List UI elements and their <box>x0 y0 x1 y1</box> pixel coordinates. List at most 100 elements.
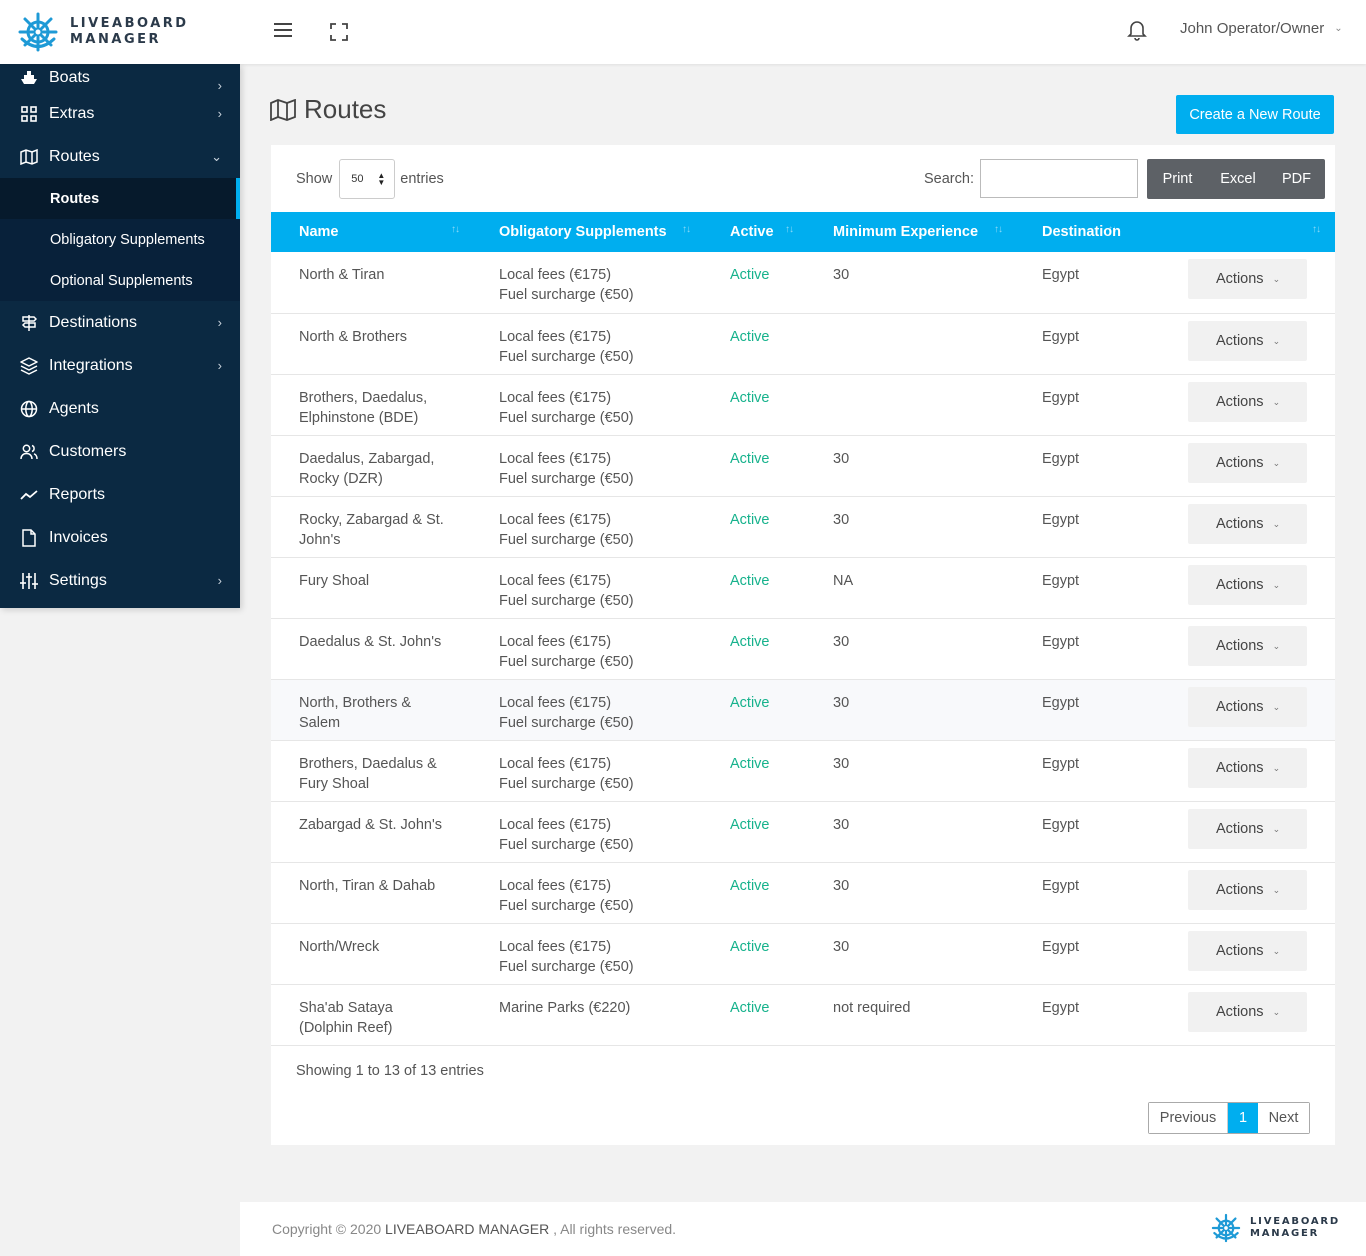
cell-experience: 30 <box>805 801 1014 862</box>
column-header-actions[interactable]: ↑↓ <box>1160 212 1335 252</box>
menu-toggle-icon[interactable] <box>273 22 293 41</box>
actions-dropdown-button[interactable]: Actions ⌄ <box>1188 503 1307 544</box>
actions-label: Actions <box>1216 332 1264 349</box>
column-header-experience[interactable]: Minimum Experience ↑↓ <box>805 212 1014 252</box>
chevron-down-icon: ⌄ <box>1272 884 1281 895</box>
column-header-destination[interactable]: Destination ↑↓ <box>1014 212 1160 252</box>
cell-destination: Egypt <box>1014 740 1160 801</box>
cell-experience: not required <box>805 984 1014 1045</box>
copyright-brand[interactable]: LIVEABOARD MANAGER <box>385 1221 550 1237</box>
cell-destination: Egypt <box>1014 374 1160 435</box>
cell-experience: 30 <box>805 435 1014 496</box>
page-number-button[interactable]: 1 <box>1228 1103 1258 1133</box>
actions-dropdown-button[interactable]: Actions ⌄ <box>1188 869 1307 910</box>
page-title: Routes <box>270 94 386 125</box>
actions-dropdown-button[interactable]: Actions ⌄ <box>1188 686 1307 727</box>
table-row: Daedalus & St. John's Local fees (€175) Fu… <box>271 618 1335 679</box>
supplement-line: Local fees (€175) <box>499 572 612 589</box>
sidebar-item-invoices[interactable]: Invoices <box>0 516 240 559</box>
pdf-button[interactable]: PDF <box>1282 171 1311 187</box>
column-label: Obligatory Supplements <box>499 224 667 240</box>
sidebar-item-integrations[interactable]: Integrations › <box>0 344 240 387</box>
user-menu[interactable]: John Operator/Owner ⌄ <box>1180 20 1343 37</box>
cell-experience <box>805 313 1014 374</box>
table-row: Brothers, Daedalus & Fury Shoal Local fees… <box>271 740 1335 801</box>
cell-actions: Actions ⌄ <box>1160 313 1335 374</box>
search-input[interactable] <box>979 159 1138 198</box>
next-page-button[interactable]: Next <box>1258 1103 1309 1133</box>
cell-actions: Actions ⌄ <box>1160 496 1335 557</box>
sidebar-item-reports[interactable]: Reports <box>0 473 240 516</box>
previous-page-button[interactable]: Previous <box>1149 1103 1228 1133</box>
column-header-supplements[interactable]: Obligatory Supplements ↑↓ <box>471 212 702 252</box>
brand-line-2: MANAGER <box>1250 1228 1320 1239</box>
route-name-line: Rocky, Zabargad & St. <box>299 511 444 528</box>
sidebar-item-settings[interactable]: Settings › <box>0 559 240 602</box>
cell-experience: 30 <box>805 923 1014 984</box>
sidebar-item-agents[interactable]: Agents <box>0 387 240 430</box>
actions-dropdown-button[interactable]: Actions ⌄ <box>1188 930 1307 971</box>
sidebar-item-destinations[interactable]: Destinations › <box>0 301 240 344</box>
sidebar-item-customers[interactable]: Customers <box>0 430 240 473</box>
sidebar-item-routes[interactable]: Routes ⌄ <box>0 135 240 178</box>
cell-experience: NA <box>805 557 1014 618</box>
fullscreen-icon[interactable] <box>330 23 348 44</box>
cell-actions: Actions ⌄ <box>1160 801 1335 862</box>
actions-dropdown-button[interactable]: Actions ⌄ <box>1188 808 1307 849</box>
actions-dropdown-button[interactable]: Actions ⌄ <box>1188 259 1307 299</box>
column-header-name[interactable]: Name ↑↓ <box>271 212 471 252</box>
page-length-select[interactable]: 50 ▲ ▼ <box>339 159 396 199</box>
cell-supplements: Local fees (€175) Fuel surcharge (€50) <box>471 374 702 435</box>
sidebar-item-extras[interactable]: Extras › <box>0 92 240 135</box>
experience-text: 30 <box>833 511 850 528</box>
actions-dropdown-button[interactable]: Actions ⌄ <box>1188 747 1307 788</box>
cell-destination: Egypt <box>1014 313 1160 374</box>
table-row: North/Wreck Local fees (€175) Fuel surchar… <box>271 923 1335 984</box>
chevron-down-icon: ⌄ <box>1272 945 1281 956</box>
route-name-line: Zabargad & St. John's <box>299 816 443 833</box>
signpost-icon <box>20 314 38 332</box>
chevron-down-icon: ⌄ <box>1272 518 1281 529</box>
sidebar-item-boats[interactable]: Boats › <box>0 64 240 93</box>
submenu-item-obligatory-supplements[interactable]: Obligatory Supplements <box>0 219 240 260</box>
actions-label: Actions <box>1216 759 1264 776</box>
map-icon <box>20 148 38 166</box>
brand-line-1: LIVEABOARD <box>70 16 189 31</box>
cell-name: Sha'ab Sataya (Dolphin Reef) <box>271 984 471 1045</box>
cell-actions: Actions ⌄ <box>1160 923 1335 984</box>
actions-dropdown-button[interactable]: Actions ⌄ <box>1188 320 1307 361</box>
cell-supplements: Local fees (€175) Fuel surcharge (€50) <box>471 740 702 801</box>
cell-active: Active <box>702 313 805 374</box>
actions-dropdown-button[interactable]: Actions ⌄ <box>1188 991 1307 1032</box>
submenu-item-label: Optional Supplements <box>50 272 193 289</box>
brand-logo[interactable]: LIVEABOARD MANAGER <box>16 12 189 52</box>
actions-label: Actions <box>1216 942 1264 959</box>
create-route-button[interactable]: Create a New Route <box>1176 95 1334 134</box>
cell-supplements: Local fees (€175) Fuel surcharge (€50) <box>471 679 702 740</box>
actions-dropdown-button[interactable]: Actions ⌄ <box>1188 381 1307 422</box>
column-header-active[interactable]: Active ↑↓ <box>702 212 805 252</box>
destination-text: Egypt <box>1042 633 1080 650</box>
print-button[interactable]: Print <box>1162 171 1193 187</box>
sort-icon: ↑↓ <box>994 224 1003 235</box>
chevron-down-icon: ⌄ <box>1272 823 1281 834</box>
routes-card: Show 50 ▲ ▼ entries Search: Print Excel P… <box>271 145 1335 1145</box>
cell-active: Active <box>702 984 805 1045</box>
notification-bell-icon[interactable] <box>1127 19 1147 44</box>
status-text: Active <box>730 267 770 283</box>
submenu-item-routes[interactable]: Routes <box>0 178 240 219</box>
actions-dropdown-button[interactable]: Actions ⌄ <box>1188 625 1307 666</box>
route-name-line: North, Tiran & Dahab <box>299 877 436 894</box>
page-length-control: Show 50 ▲ ▼ entries <box>296 159 444 199</box>
submenu-item-optional-supplements[interactable]: Optional Supplements <box>0 260 240 301</box>
route-name-line: Rocky (DZR) <box>299 470 383 487</box>
column-label: Destination <box>1042 224 1121 240</box>
route-name-line: Fury Shoal <box>299 775 370 792</box>
copyright-text: Copyright © 2020 LIVEABOARD MANAGER , Al… <box>272 1221 676 1237</box>
cell-destination: Egypt <box>1014 557 1160 618</box>
actions-dropdown-button[interactable]: Actions ⌄ <box>1188 442 1307 483</box>
chevron-down-icon: ⌄ <box>1272 762 1281 773</box>
page-title-text: Routes <box>304 94 387 124</box>
actions-dropdown-button[interactable]: Actions ⌄ <box>1188 564 1307 605</box>
excel-button[interactable]: Excel <box>1220 171 1256 187</box>
